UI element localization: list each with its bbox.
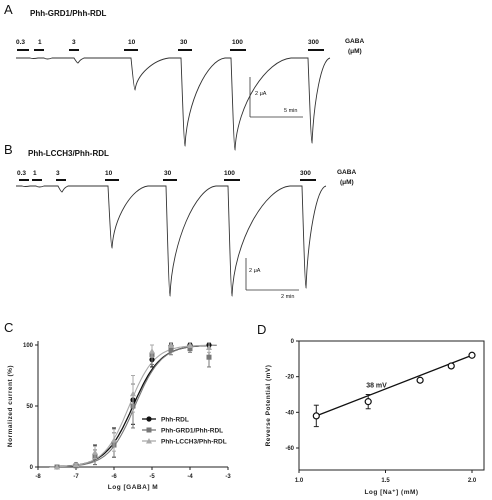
concentration-label: 10 <box>128 39 136 46</box>
data-point <box>206 354 212 360</box>
y-tick-label: 50 <box>26 404 33 410</box>
panel-a-unit-label-2: (μM) <box>348 48 362 55</box>
concentration-label: 30 <box>180 39 188 46</box>
data-point <box>416 376 424 384</box>
data-point <box>312 412 320 420</box>
panel-b-letter: B <box>4 142 13 157</box>
concentration-label: 1 <box>38 39 42 46</box>
panel-d-annotation: 38 mV <box>366 383 387 390</box>
y-axis-label: Normalized current (%) <box>7 365 14 447</box>
panel-a-title: Phh-GRD1/Phh-RDL <box>30 9 107 18</box>
x-tick-label: -7 <box>73 474 79 480</box>
y-tick-label: -20 <box>285 375 294 381</box>
panel-c-legend: Phh-RDL Phh-GRD1/Phh-RDL Phh-LCCH3/Phh-RDL <box>142 416 227 446</box>
concentration-label: 300 <box>308 39 319 46</box>
panel-b: B Phh-LCCH3/Phh-RDL 0.3 1 3 10 30 100 300 GABA… <box>4 142 356 300</box>
panel-b-unit-label-2: (μM) <box>340 179 354 186</box>
data-point <box>447 362 455 370</box>
x-tick-label: 1.0 <box>295 478 304 484</box>
panel-d-axes: 1.0 1.5 2.0 -60 -40 -20 0 Log [Na⁺] (mM) Reverse… <box>265 339 485 496</box>
x-tick-label: 2.0 <box>468 478 477 484</box>
data-point <box>111 437 117 443</box>
data-point <box>168 342 174 348</box>
x-tick-label: 1.5 <box>381 478 390 484</box>
x-tick-label: -3 <box>225 474 231 480</box>
panel-d: D 1.0 1.5 2.0 -60 -40 -20 0 Log [Na⁺] (mM) Rever… <box>257 322 485 496</box>
data-point <box>73 461 79 468</box>
concentration-label: 0.3 <box>16 39 25 46</box>
data-point <box>54 464 60 470</box>
legend-marker <box>146 416 152 422</box>
panel-b-scale-time: 2 min <box>281 294 294 300</box>
y-axis-label: Reverse Potential (mV) <box>265 365 272 447</box>
panel-c-letter: C <box>4 320 13 335</box>
x-tick-label: -8 <box>35 474 41 480</box>
legend-label: Phh-GRD1/Phh-RDL <box>161 428 223 435</box>
panel-b-title: Phh-LCCH3/Phh-RDL <box>28 149 109 158</box>
data-point <box>187 346 193 352</box>
data-point <box>149 348 155 354</box>
plot-frame <box>298 340 485 471</box>
concentration-label: 3 <box>56 170 60 177</box>
panel-d-fit <box>316 354 473 417</box>
y-tick-label: -40 <box>285 410 294 416</box>
legend-label: Phh-RDL <box>161 417 189 424</box>
panel-a-letter: A <box>4 2 13 17</box>
panel-a-concentration-labels: 0.3 1 3 10 30 100 300 <box>16 39 319 46</box>
data-point <box>468 351 476 359</box>
data-point <box>92 449 98 455</box>
data-point <box>130 390 136 397</box>
y-tick-label: 100 <box>23 343 34 349</box>
panel-d-letter: D <box>257 322 266 337</box>
concentration-label: 30 <box>164 170 172 177</box>
x-tick-label: -6 <box>111 474 117 480</box>
x-tick-label: -5 <box>149 474 155 480</box>
panel-a-scale-current: 2 μA <box>255 91 267 97</box>
x-axis-label: Log [GABA] M <box>108 484 158 491</box>
legend-label: Phh-LCCH3/Phh-RDL <box>161 439 227 446</box>
panel-b-current-trace <box>16 185 327 297</box>
panel-b-unit-label: GABA <box>337 169 356 176</box>
data-point <box>168 347 174 353</box>
concentration-label: 300 <box>300 170 311 177</box>
panel-c: C -8 -7 -6 -5 -4 -3 0 50 100 Log [GABA] M Normaliz… <box>4 320 231 491</box>
panel-a: A Phh-GRD1/Phh-RDL 0.3 1 3 10 30 100 300 GABA … <box>4 2 364 151</box>
panel-a-unit-label: GABA <box>345 38 364 45</box>
panel-b-concentration-labels: 0.3 1 3 10 30 100 300 <box>17 170 311 177</box>
concentration-label: 10 <box>105 170 113 177</box>
panel-c-axes: -8 -7 -6 -5 -4 -3 0 50 100 Log [GABA] M Normalized… <box>7 341 231 491</box>
y-tick-label: 0 <box>30 465 34 471</box>
data-point <box>206 344 212 350</box>
data-point <box>187 342 193 348</box>
y-tick-label: -60 <box>285 446 294 452</box>
x-axis-label: Log [Na⁺] (mM) <box>364 489 418 496</box>
y-tick-label: 0 <box>291 339 295 345</box>
data-point <box>364 398 372 406</box>
concentration-label: 100 <box>224 170 235 177</box>
concentration-label: 0.3 <box>17 170 26 177</box>
panel-a-scale-time: 5 min <box>284 108 297 114</box>
panel-c-points <box>54 342 212 470</box>
fit-line <box>316 354 473 417</box>
concentration-label: 100 <box>232 39 243 46</box>
panel-a-current-trace <box>16 57 331 151</box>
legend-marker <box>146 427 152 433</box>
panel-b-scale-current: 2 μA <box>249 268 261 274</box>
concentration-label: 3 <box>72 39 76 46</box>
legend-marker <box>146 438 152 444</box>
concentration-label: 1 <box>33 170 37 177</box>
x-tick-label: -4 <box>187 474 193 480</box>
panel-d-points <box>312 351 476 428</box>
